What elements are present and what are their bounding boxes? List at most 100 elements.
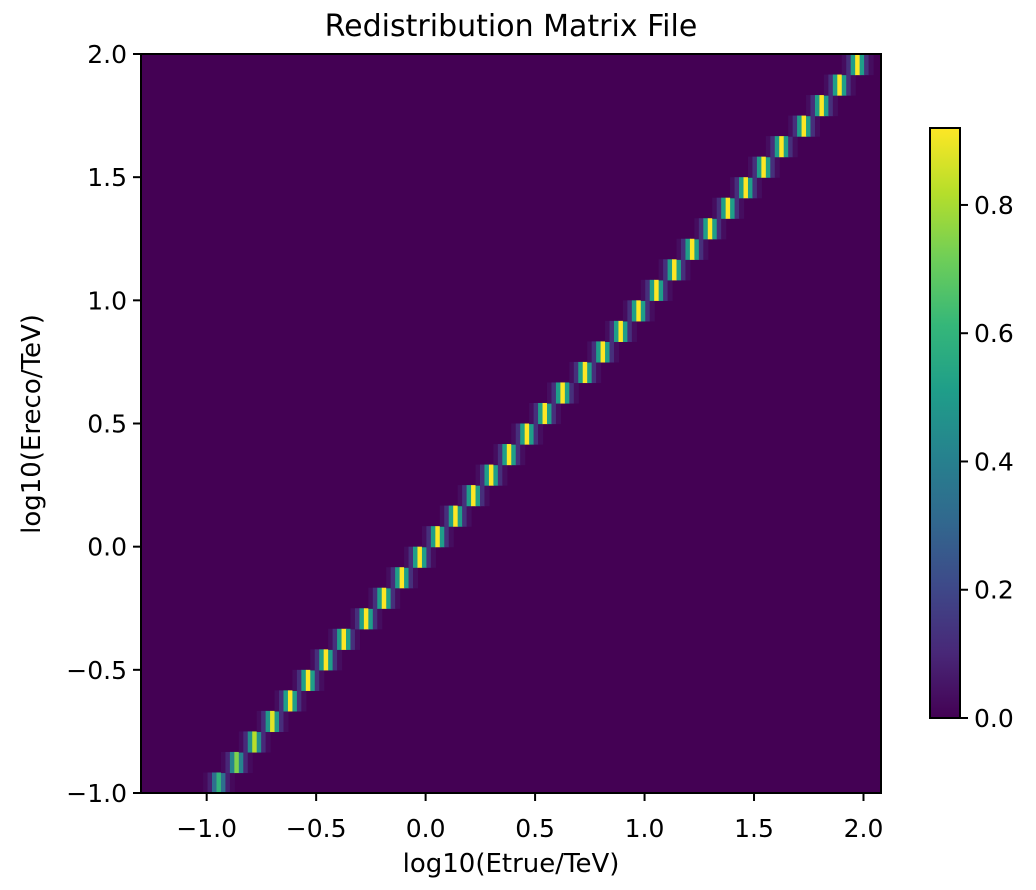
heatmap-cell [261, 710, 267, 733]
heatmap-cell [667, 259, 673, 281]
heatmap-cell [484, 464, 490, 486]
heatmap-cell [613, 320, 620, 342]
heatmap-cell [328, 649, 334, 671]
heatmap-cell [788, 136, 794, 158]
heatmap-cell [457, 505, 463, 527]
heatmap-cell [814, 115, 821, 137]
colorbar: 0.0 0.2 0.4 0.6 0.8 [929, 127, 1014, 733]
heatmap-cell [368, 587, 374, 609]
heatmap-cell [471, 485, 477, 507]
heatmap-cell [234, 751, 240, 774]
y-tick-label: 1.0 [87, 286, 127, 315]
heatmap-cell [716, 197, 722, 219]
heatmap-cell [855, 54, 861, 76]
heatmap-cell [314, 649, 320, 671]
heatmap-cell [520, 444, 526, 466]
heatmap-cell [520, 423, 526, 445]
heatmap-cell [413, 546, 419, 568]
heatmap-cell [283, 690, 289, 712]
heatmap-cell [319, 669, 325, 691]
heatmap-cell [475, 464, 481, 486]
heatmap-cell [404, 567, 410, 589]
heatmap-cell [582, 361, 588, 384]
heatmap-cell [792, 115, 798, 137]
heatmap-cell [730, 177, 736, 199]
heatmap-cell [350, 608, 356, 630]
chart-title: Redistribution Matrix File [325, 9, 698, 44]
heatmap-cell [716, 218, 722, 240]
heatmap-cell [721, 197, 727, 219]
heatmap-cell [569, 382, 575, 404]
heatmap-cell [346, 628, 352, 650]
x-tick-label: −1.0 [176, 814, 237, 843]
heatmap-cell [404, 546, 410, 568]
heatmap-cell [502, 464, 508, 486]
heatmap-cell [444, 505, 450, 527]
colorbar-tick-label: 0.4 [974, 447, 1014, 476]
heatmap-cell [864, 54, 870, 76]
heatmap-cell [587, 361, 593, 384]
y-tick-label: 0.5 [87, 410, 127, 439]
heatmap-cell [703, 218, 709, 240]
heatmap-cell [229, 772, 235, 794]
heatmap-cell [220, 772, 227, 794]
heatmap-cell [698, 238, 704, 260]
heatmap-cell [663, 279, 669, 301]
heatmap-cell [363, 608, 369, 630]
heatmap-cell [457, 485, 463, 507]
plot-area [140, 53, 882, 794]
heatmap-cell [627, 300, 633, 322]
heatmap-cell [305, 669, 311, 691]
heatmap-cell [426, 526, 432, 548]
heatmap-cell [283, 710, 289, 733]
heatmap-cell [765, 136, 771, 158]
heatmap-cell [734, 177, 740, 199]
heatmap-cell [828, 74, 834, 96]
colorbar-tick-label: 0.6 [974, 319, 1014, 348]
heatmap-cell [502, 444, 508, 466]
heatmap-cell [712, 197, 718, 219]
heatmap-cell [229, 751, 235, 774]
heatmap-cell [480, 464, 486, 486]
heatmap-cell [332, 628, 338, 650]
heatmap-cell [354, 608, 361, 630]
heatmap-cell [596, 341, 602, 363]
heatmap-cell [417, 546, 423, 568]
heatmap-cell [207, 772, 213, 794]
heatmap-cell [524, 423, 530, 445]
heatmap-cell [533, 423, 539, 445]
heatmap-cell [752, 177, 758, 199]
colorbar-tick-label: 0.2 [974, 576, 1014, 605]
x-tick-label: 0.5 [515, 814, 555, 843]
heatmap-cell [694, 238, 700, 260]
heatmap-cell [868, 54, 874, 76]
heatmap-cell [694, 218, 700, 240]
heatmap-cell [618, 320, 624, 342]
heatmap-cell [627, 320, 633, 342]
heatmap-cell [488, 464, 494, 486]
heatmap-cell [631, 300, 637, 322]
heatmap-cell [806, 95, 812, 117]
heatmap-cell [859, 54, 865, 76]
heatmap-cell [743, 177, 749, 199]
heatmap-cell [654, 279, 660, 301]
heatmap-cell [765, 156, 771, 178]
heatmap-cell [739, 177, 745, 199]
heatmap-cell [779, 136, 785, 158]
y-tick-label: 1.5 [87, 163, 127, 192]
heatmap-cell [649, 300, 655, 322]
heatmap-cell [841, 54, 847, 76]
heatmap-cell [212, 772, 218, 794]
heatmap-cell [408, 546, 414, 568]
heatmap-cell [774, 156, 780, 178]
heatmap-cell [806, 115, 812, 137]
heatmap-cell [551, 402, 557, 425]
heatmap-cell [707, 218, 713, 240]
heatmap-cell [770, 136, 776, 158]
heatmap-cell [515, 444, 521, 466]
heatmap-cell [814, 95, 821, 117]
heatmap-cell [292, 669, 298, 691]
heatmap-cell [555, 382, 561, 404]
heatmap-cell [783, 136, 789, 158]
heatmap-cell [622, 300, 628, 322]
